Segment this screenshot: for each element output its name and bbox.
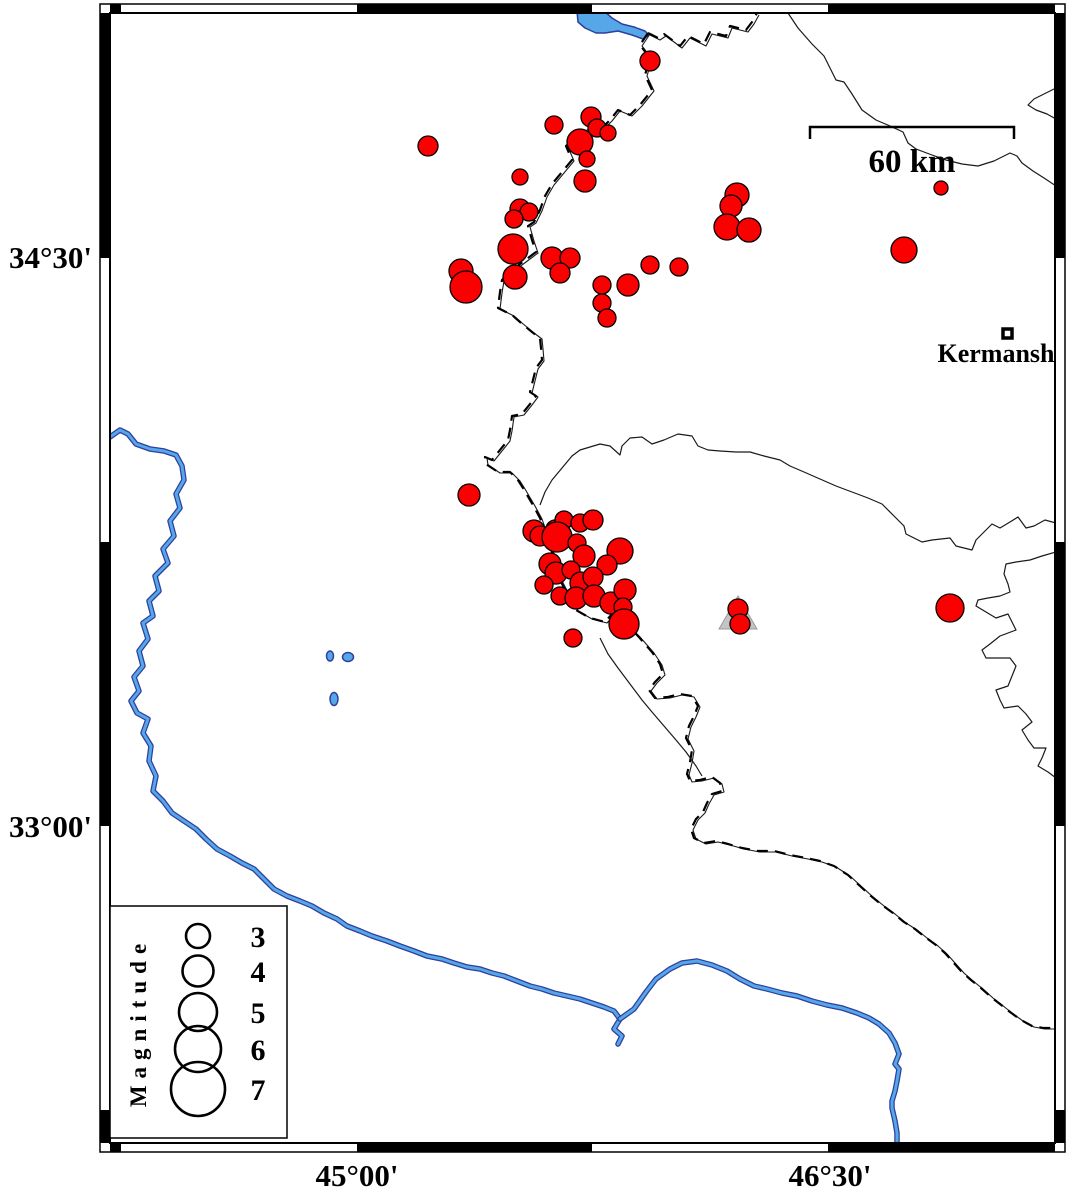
earthquake-marker: [582, 509, 604, 531]
earthquake-marker: [669, 257, 689, 277]
earthquake-marker: [582, 566, 604, 588]
earthquake-marker: [719, 194, 743, 218]
earthquake-marker: [541, 521, 573, 553]
earthquake-marker: [729, 613, 751, 635]
earthquake-layer: [417, 50, 965, 648]
earthquake-marker: [497, 233, 529, 265]
earthquake-marker: [935, 593, 965, 623]
legend-magnitude-label: 4: [251, 956, 266, 989]
province-borders: [539, 13, 1055, 778]
earthquake-marker: [572, 544, 596, 568]
earthquake-marker: [457, 483, 481, 507]
lake: [341, 651, 355, 663]
lat-tick-label: 34°30': [9, 240, 92, 275]
earthquake-marker: [592, 275, 612, 295]
legend-circle: [173, 1024, 223, 1074]
lat-tick-label: 33°00': [9, 809, 92, 844]
lon-tick-label: 45°00': [315, 1158, 398, 1190]
earthquake-marker: [608, 608, 640, 640]
lake: [325, 650, 335, 662]
map-content: Kermansh 60 km: [110, 13, 1056, 1143]
scale-bar-bracket: [808, 125, 1016, 139]
earthquake-marker: [890, 236, 918, 264]
legend-items: 34 5 6 7: [169, 921, 266, 1118]
legend-circle: [177, 991, 219, 1033]
river-southeast-branch: [617, 958, 902, 1143]
earthquake-marker: [639, 50, 661, 72]
earthquake-marker: [559, 247, 581, 269]
city-name-label: Kermansh: [938, 339, 1056, 368]
earthquake-marker: [596, 554, 618, 576]
legend-circle: [169, 1060, 227, 1118]
scale-bar-label: 60 km: [868, 144, 955, 180]
earthquake-marker: [616, 273, 640, 297]
magnitude-legend: Magnitude 34 5 6 7: [109, 905, 288, 1139]
earthquake-marker: [504, 209, 524, 229]
legend-box: [109, 905, 288, 1139]
earthquake-marker: [502, 264, 528, 290]
lon-tick-label: 46°30': [788, 1158, 871, 1190]
earthquake-marker: [933, 180, 949, 196]
legend-magnitude-label: 7: [251, 1074, 266, 1107]
earthquake-marker: [640, 255, 660, 275]
legend-magnitude-label: 6: [251, 1034, 266, 1067]
map-frame: [99, 3, 1066, 1153]
earthquake-marker: [736, 217, 762, 243]
earthquake-marker: [534, 575, 554, 595]
river-north: [576, 13, 650, 40]
earthquake-marker: [597, 308, 617, 328]
city-square-icon: [1001, 327, 1014, 340]
legend-magnitude-label: 3: [251, 921, 266, 954]
axis-annotations: 34°30' 33°00' 45°00' 46°30': [9, 240, 872, 1190]
river-main: [110, 427, 625, 1047]
earthquake-marker: [578, 150, 596, 168]
earthquake-marker: [511, 168, 529, 186]
earthquake-marker: [563, 628, 583, 648]
legend-magnitude-label: 5: [251, 997, 266, 1030]
earthquake-marker: [713, 213, 741, 241]
legend-circle: [184, 922, 212, 950]
legend-title: Magnitude: [126, 937, 151, 1107]
earthquake-marker: [449, 270, 483, 304]
city-kermanshah: Kermansh: [938, 327, 1056, 368]
earthquake-marker: [549, 262, 571, 284]
earthquake-marker: [417, 135, 439, 157]
earthquake-marker: [573, 169, 597, 193]
scale-bar: 60 km: [808, 125, 1016, 180]
lake: [329, 691, 339, 707]
earthquake-marker: [544, 115, 564, 135]
legend-circle: [181, 954, 215, 988]
earthquake-marker: [599, 124, 617, 142]
